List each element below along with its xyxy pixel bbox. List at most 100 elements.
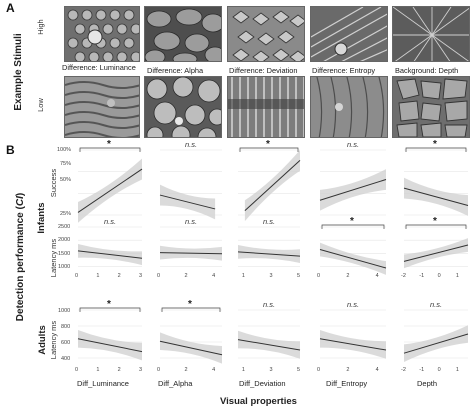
regression-line bbox=[159, 340, 223, 356]
regression-line bbox=[77, 250, 143, 259]
caption-luminance: Difference: Luminance bbox=[62, 63, 136, 72]
regression-line bbox=[77, 168, 143, 213]
y-tick: 2000 bbox=[58, 237, 71, 243]
significance-marker: n.s. bbox=[104, 217, 117, 226]
significance-marker: * bbox=[107, 139, 111, 150]
regression-panel bbox=[159, 226, 223, 268]
x-tick: -1 bbox=[419, 367, 425, 373]
x-tick: 4 bbox=[212, 367, 216, 373]
x-tick: 2 bbox=[346, 273, 350, 279]
x-tick: 3 bbox=[139, 367, 143, 373]
x-tick: 0 bbox=[75, 273, 79, 279]
stimulus-deviation-low bbox=[227, 76, 305, 138]
regression-panel bbox=[77, 147, 143, 223]
significance-bracket bbox=[161, 307, 221, 312]
regression-line bbox=[237, 339, 301, 351]
x-tick: 3 bbox=[139, 273, 143, 279]
x-tick: 4 bbox=[375, 367, 379, 373]
stimulus-alpha-high bbox=[144, 6, 222, 62]
y-tick: 600 bbox=[61, 340, 71, 346]
stimulus-alpha-low bbox=[144, 76, 222, 138]
regression-panel bbox=[319, 149, 387, 216]
x-tick: 1 bbox=[241, 367, 245, 373]
x-tick: -1 bbox=[419, 273, 425, 279]
significance-marker: n.s. bbox=[263, 217, 276, 226]
x-label-depth: Depth bbox=[417, 379, 438, 388]
x-tick: 2 bbox=[346, 367, 350, 373]
regression-panel bbox=[238, 147, 301, 222]
significance-marker: * bbox=[433, 216, 437, 227]
significance-marker: * bbox=[433, 139, 437, 150]
significance-marker: * bbox=[350, 216, 354, 227]
panel-b-letter: B bbox=[6, 143, 15, 157]
x-tick: 2 bbox=[117, 273, 121, 279]
y-tick: 1000 bbox=[58, 264, 71, 270]
regression-panel bbox=[403, 309, 469, 362]
caption-alpha: Difference: Alpha bbox=[147, 66, 204, 75]
x-tick: 1 bbox=[96, 367, 100, 373]
stimulus-luminance-low bbox=[64, 76, 140, 138]
significance-marker: n.s. bbox=[347, 300, 360, 309]
x-tick: 2 bbox=[184, 367, 188, 373]
y-tick: 100% bbox=[57, 147, 72, 153]
regression-line bbox=[237, 251, 301, 257]
x-tick: 0 bbox=[317, 367, 321, 373]
caption-depth: Background: Depth bbox=[395, 66, 459, 75]
x-label-deviation: Diff_Deviation bbox=[239, 379, 286, 388]
x-tick: 3 bbox=[269, 367, 273, 373]
x-axis-title: Visual properties bbox=[220, 396, 297, 407]
panel-a-letter: A bbox=[6, 1, 15, 15]
stimulus-depth-high bbox=[392, 6, 470, 62]
x-tick: 0 bbox=[157, 273, 161, 279]
x-label-alpha: Diff_Alpha bbox=[158, 379, 193, 388]
significance-bracket bbox=[239, 147, 299, 152]
y-tick: 400 bbox=[61, 356, 71, 362]
significance-bracket bbox=[405, 147, 467, 152]
significance-marker: * bbox=[107, 299, 111, 310]
significance-marker: n.s. bbox=[185, 140, 198, 149]
x-tick: -2 bbox=[401, 367, 406, 373]
significance-bracket bbox=[321, 224, 385, 229]
regression-line bbox=[319, 338, 387, 351]
stimulus-depth-low bbox=[392, 76, 470, 138]
y-tick: 2500 bbox=[58, 224, 71, 230]
significance-marker: n.s. bbox=[263, 300, 276, 309]
regression-panel bbox=[159, 149, 222, 220]
regression-line bbox=[403, 333, 469, 354]
x-tick: 2 bbox=[184, 273, 188, 279]
regression-line bbox=[244, 160, 301, 212]
x-tick: 5 bbox=[297, 367, 301, 373]
stimulus-deviation-high bbox=[227, 6, 305, 62]
x-tick: 1 bbox=[96, 273, 100, 279]
regression-line bbox=[319, 178, 387, 201]
y-tick: 25% bbox=[60, 211, 72, 217]
regression-panel bbox=[237, 226, 301, 268]
regression-line bbox=[403, 187, 469, 206]
x-tick: 2 bbox=[117, 367, 121, 373]
regression-line bbox=[159, 252, 223, 255]
x-tick: -2 bbox=[401, 273, 406, 279]
x-tick: 1 bbox=[241, 273, 245, 279]
y-tick: 1000 bbox=[58, 308, 71, 314]
y-tick: 800 bbox=[61, 324, 71, 330]
x-tick: 0 bbox=[437, 273, 441, 279]
x-tick: 3 bbox=[269, 273, 273, 279]
significance-marker: * bbox=[266, 139, 270, 150]
y-tick: 1500 bbox=[58, 251, 71, 257]
y-tick: 50% bbox=[60, 177, 72, 183]
significance-bracket bbox=[79, 307, 141, 312]
regression-panel bbox=[319, 309, 387, 359]
x-tick: 0 bbox=[317, 273, 321, 279]
x-label-entropy: Diff_Entropy bbox=[326, 379, 368, 388]
regression-line bbox=[77, 338, 143, 353]
x-tick: 1 bbox=[455, 273, 459, 279]
significance-marker: n.s. bbox=[347, 140, 360, 149]
y-tick: 75% bbox=[60, 161, 72, 167]
regression-line bbox=[319, 249, 387, 269]
stimulus-entropy-low bbox=[310, 76, 388, 138]
regression-panel bbox=[319, 224, 387, 275]
regression-panel bbox=[77, 307, 143, 361]
significance-marker: n.s. bbox=[430, 300, 443, 309]
x-label-luminance: Diff_Luminance bbox=[77, 379, 129, 388]
